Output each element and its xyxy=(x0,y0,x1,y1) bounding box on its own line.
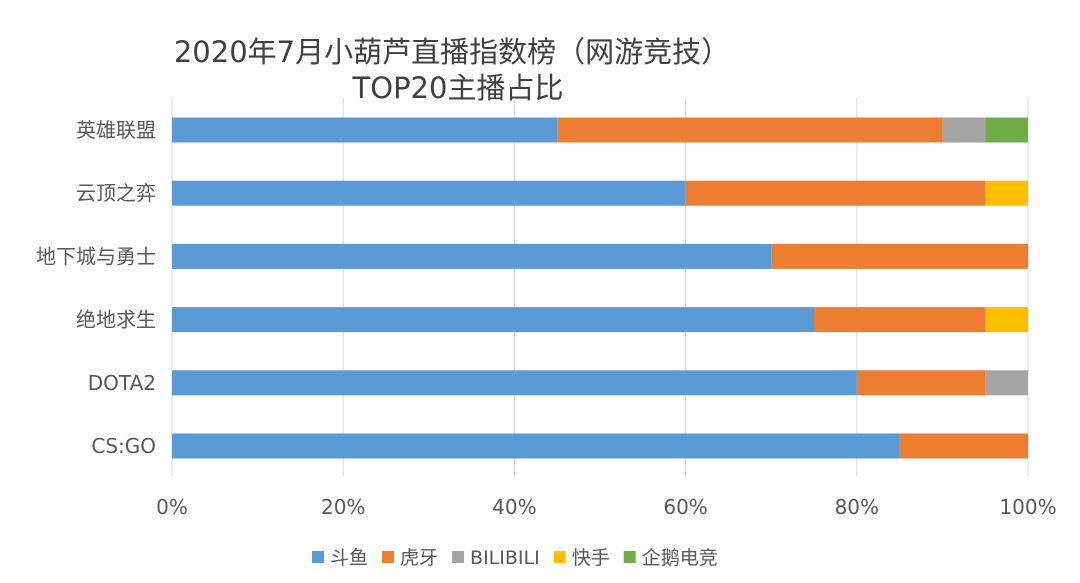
category-label: 云顶之弈 xyxy=(76,181,156,205)
legend-label: 虎牙 xyxy=(400,547,438,569)
legend-label: 快手 xyxy=(572,547,610,569)
legend-swatch xyxy=(312,551,324,563)
category-label: DOTA2 xyxy=(88,371,156,395)
bar-segment xyxy=(172,243,772,269)
gridlines xyxy=(171,98,1029,476)
bars xyxy=(172,117,1028,459)
chart-title-line-2: TOP20主播占比 xyxy=(352,71,564,105)
bar-segment xyxy=(172,117,558,143)
category-label: CS:GO xyxy=(91,434,156,458)
bar-segment xyxy=(814,307,986,333)
legend-label: 斗鱼 xyxy=(330,547,368,569)
bar-segment xyxy=(172,370,857,396)
bar-segment xyxy=(685,180,986,206)
legend-label: 企鹅电竞 xyxy=(642,547,718,569)
bar-segment xyxy=(771,243,1028,269)
bar-segment xyxy=(985,370,1028,396)
x-axis-ticks: 0% 20% 40% 60% 80% 100% xyxy=(156,495,1056,519)
x-tick-label: 0% xyxy=(156,495,188,519)
category-label: 地下城与勇士 xyxy=(36,244,156,268)
bar-segment xyxy=(172,433,900,459)
bar-segment xyxy=(985,117,1028,143)
legend-swatch xyxy=(623,551,636,563)
chart-title-line-1: 2020年7月小葫芦直播指数榜（网游竞技） xyxy=(174,35,730,69)
legend-swatch xyxy=(382,551,395,563)
legend: 斗鱼 虎牙 BILIBILI 快手 企鹅电竞 xyxy=(312,547,718,569)
bar-segment xyxy=(172,180,686,206)
legend-swatch xyxy=(553,551,566,563)
bar-segment xyxy=(557,117,943,143)
bar-segment xyxy=(985,307,1028,333)
bar-segment xyxy=(899,433,1028,459)
category-label: 英雄联盟 xyxy=(76,118,156,142)
legend-swatch xyxy=(452,551,465,563)
legend-label: BILIBILI xyxy=(470,547,540,569)
bar-segment xyxy=(942,117,986,143)
bar-segment xyxy=(985,180,1028,206)
x-tick-label: 20% xyxy=(321,495,365,519)
x-tick-label: 60% xyxy=(663,495,707,519)
bar-segment xyxy=(172,307,814,333)
x-tick-label: 100% xyxy=(999,495,1056,519)
bar-segment xyxy=(856,370,986,396)
x-tick-label: 40% xyxy=(492,495,536,519)
x-tick-label: 80% xyxy=(835,495,879,519)
category-label: 绝地求生 xyxy=(76,308,156,332)
